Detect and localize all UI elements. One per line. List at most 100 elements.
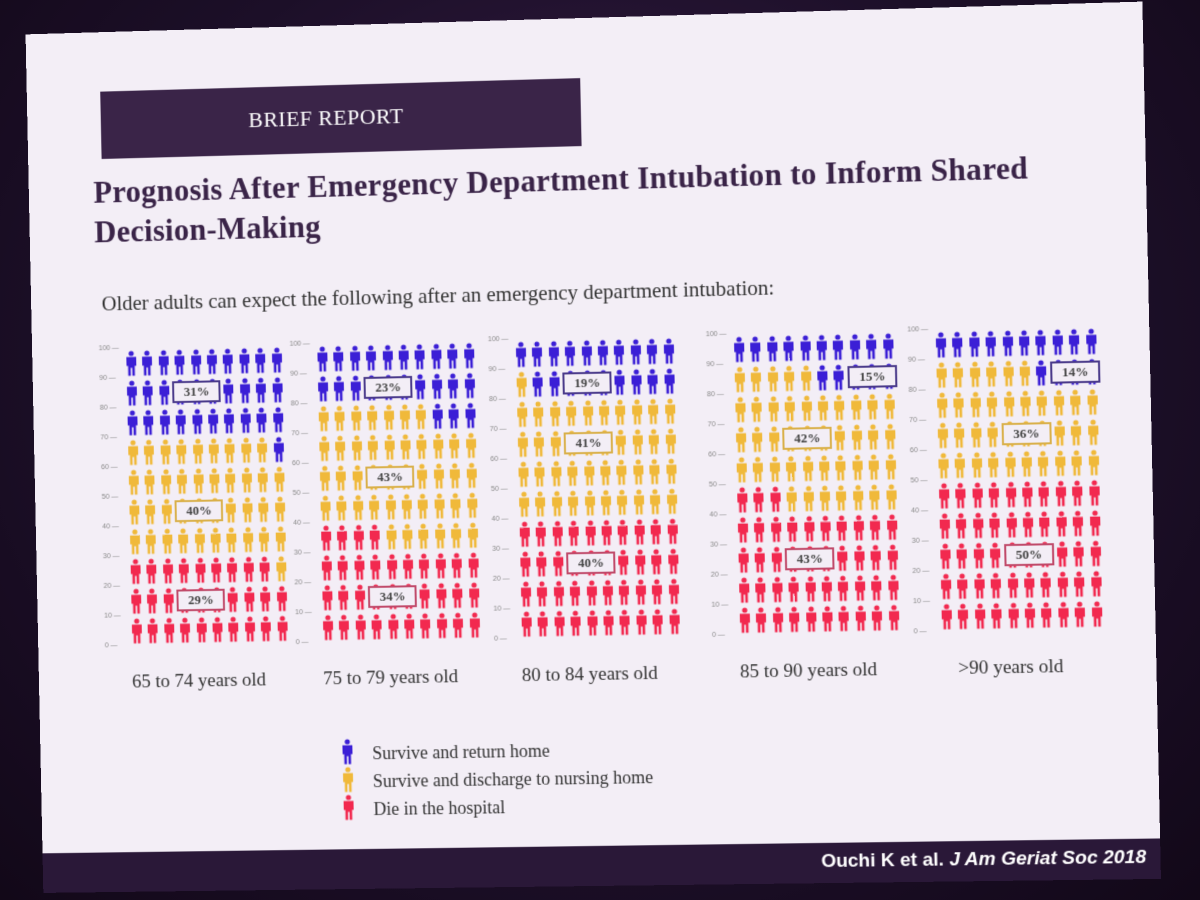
die-percent-label: 40%	[566, 551, 616, 575]
die-person-icon	[987, 482, 1002, 508]
y-tick-label: 80 —	[489, 395, 506, 404]
home-person-icon	[413, 344, 427, 370]
home-person-icon	[222, 378, 236, 404]
y-tick-label: 50 —	[490, 485, 508, 493]
home-person-icon	[255, 407, 269, 433]
die-person-icon	[786, 576, 801, 602]
nursing-person-icon	[175, 468, 189, 494]
nursing-person-icon	[241, 527, 255, 553]
nursing-person-icon	[749, 366, 764, 392]
y-tick-label: 10 —	[912, 597, 931, 606]
y-tick-label: 40 —	[911, 507, 929, 515]
icon-grid: 19% 41% 40%	[514, 336, 684, 639]
legend-item-nursing: Survive and discharge to nursing home	[341, 763, 653, 796]
nursing-person-icon	[400, 494, 414, 520]
die-person-icon	[227, 616, 241, 642]
die-person-icon	[1003, 481, 1018, 508]
die-person-icon	[953, 482, 968, 509]
die-percent-label: 43%	[784, 547, 835, 571]
nursing-person-icon	[1069, 419, 1084, 446]
die-person-icon	[851, 515, 866, 541]
home-percent-label: 15%	[847, 365, 898, 389]
home-person-icon	[661, 338, 676, 364]
nursing-person-icon	[448, 493, 462, 519]
die-person-icon	[971, 512, 986, 539]
die-person-icon	[435, 612, 449, 639]
home-person-icon	[238, 378, 252, 404]
home-person-icon	[814, 334, 829, 361]
die-person-icon	[535, 551, 550, 577]
nursing-person-icon	[415, 463, 429, 489]
die-person-icon	[972, 573, 987, 599]
category-label: 80 to 84 years old	[521, 662, 658, 687]
nursing-person-icon	[581, 400, 596, 426]
home-person-icon	[270, 377, 284, 403]
nursing-person-icon	[533, 491, 548, 517]
home-person-icon	[340, 738, 372, 769]
die-person-icon	[583, 520, 598, 546]
nursing-person-icon	[273, 526, 287, 552]
die-person-icon	[467, 582, 481, 608]
die-percent-label: 34%	[368, 585, 418, 608]
nursing-person-icon	[1003, 451, 1018, 478]
nursing-person-icon	[398, 434, 412, 460]
nursing-person-icon	[350, 435, 364, 461]
home-person-icon	[1017, 330, 1032, 357]
nursing-person-icon	[549, 461, 564, 487]
nursing-person-icon	[750, 426, 765, 453]
nursing-person-icon	[127, 499, 141, 525]
home-person-icon	[253, 347, 267, 373]
nursing-person-icon	[464, 432, 478, 459]
nursing-person-icon	[160, 528, 174, 554]
home-person-icon	[831, 334, 846, 360]
die-person-icon	[536, 611, 551, 637]
home-person-icon	[530, 341, 545, 368]
die-person-icon	[818, 515, 833, 542]
home-person-icon	[1000, 330, 1015, 357]
y-tick-label: 40 —	[293, 519, 310, 527]
home-person-icon	[563, 340, 578, 367]
nursing-person-icon	[415, 433, 429, 460]
nursing-person-icon	[366, 434, 380, 461]
die-person-icon	[130, 618, 144, 644]
nursing-person-icon	[256, 467, 270, 493]
nursing-person-icon	[833, 424, 848, 451]
nursing-person-icon	[517, 491, 531, 518]
y-tick-label: 90 —	[488, 365, 506, 374]
icon-array-panel: 0 — 10 — 20 — 30 — 40 — 50 — 60 — 70 — 80 — 90 — 1…	[98, 335, 292, 666]
nursing-person-icon	[1053, 450, 1068, 477]
die-person-icon	[1054, 511, 1069, 538]
nursing-person-icon	[783, 395, 798, 422]
die-person-icon	[837, 605, 852, 632]
icon-array-panel: 0 — 10 — 20 — 30 — 40 — 50 — 60 — 70 — 80 — 90 — 1…	[289, 331, 484, 663]
die-person-icon	[584, 580, 599, 606]
legend-label: Survive and discharge to nursing home	[372, 766, 654, 791]
home-person-icon	[190, 408, 204, 434]
y-tick-label: 0 —	[913, 628, 927, 636]
home-person-icon	[364, 345, 378, 371]
die-person-icon	[552, 610, 567, 637]
icon-grid: 23% 43% 34%	[315, 341, 484, 643]
die-person-icon	[1037, 481, 1052, 508]
slide-title: Prognosis After Emergency Department Int…	[93, 150, 1029, 250]
slide-subtitle: Older adults can expect the following af…	[101, 275, 775, 316]
home-person-icon	[221, 348, 235, 374]
nursing-person-icon	[317, 435, 331, 462]
icon-grid: 15% 42% 43%	[732, 331, 904, 636]
nursing-person-icon	[448, 463, 462, 489]
home-person-icon	[206, 408, 220, 434]
nursing-person-icon	[631, 458, 646, 485]
y-tick-label: 80 —	[908, 386, 926, 394]
die-person-icon	[1070, 480, 1085, 507]
die-person-icon	[259, 616, 273, 642]
nursing-person-icon	[818, 485, 833, 511]
die-person-icon	[418, 583, 432, 609]
die-person-icon	[771, 606, 786, 633]
legend: Survive and return home Survive and disch…	[340, 735, 654, 823]
die-person-icon	[385, 554, 399, 580]
y-tick-label: 0 —	[295, 638, 309, 647]
nursing-person-icon	[648, 488, 663, 514]
die-person-icon	[1087, 480, 1102, 507]
nursing-person-icon	[255, 437, 269, 463]
nursing-person-icon	[532, 431, 547, 458]
